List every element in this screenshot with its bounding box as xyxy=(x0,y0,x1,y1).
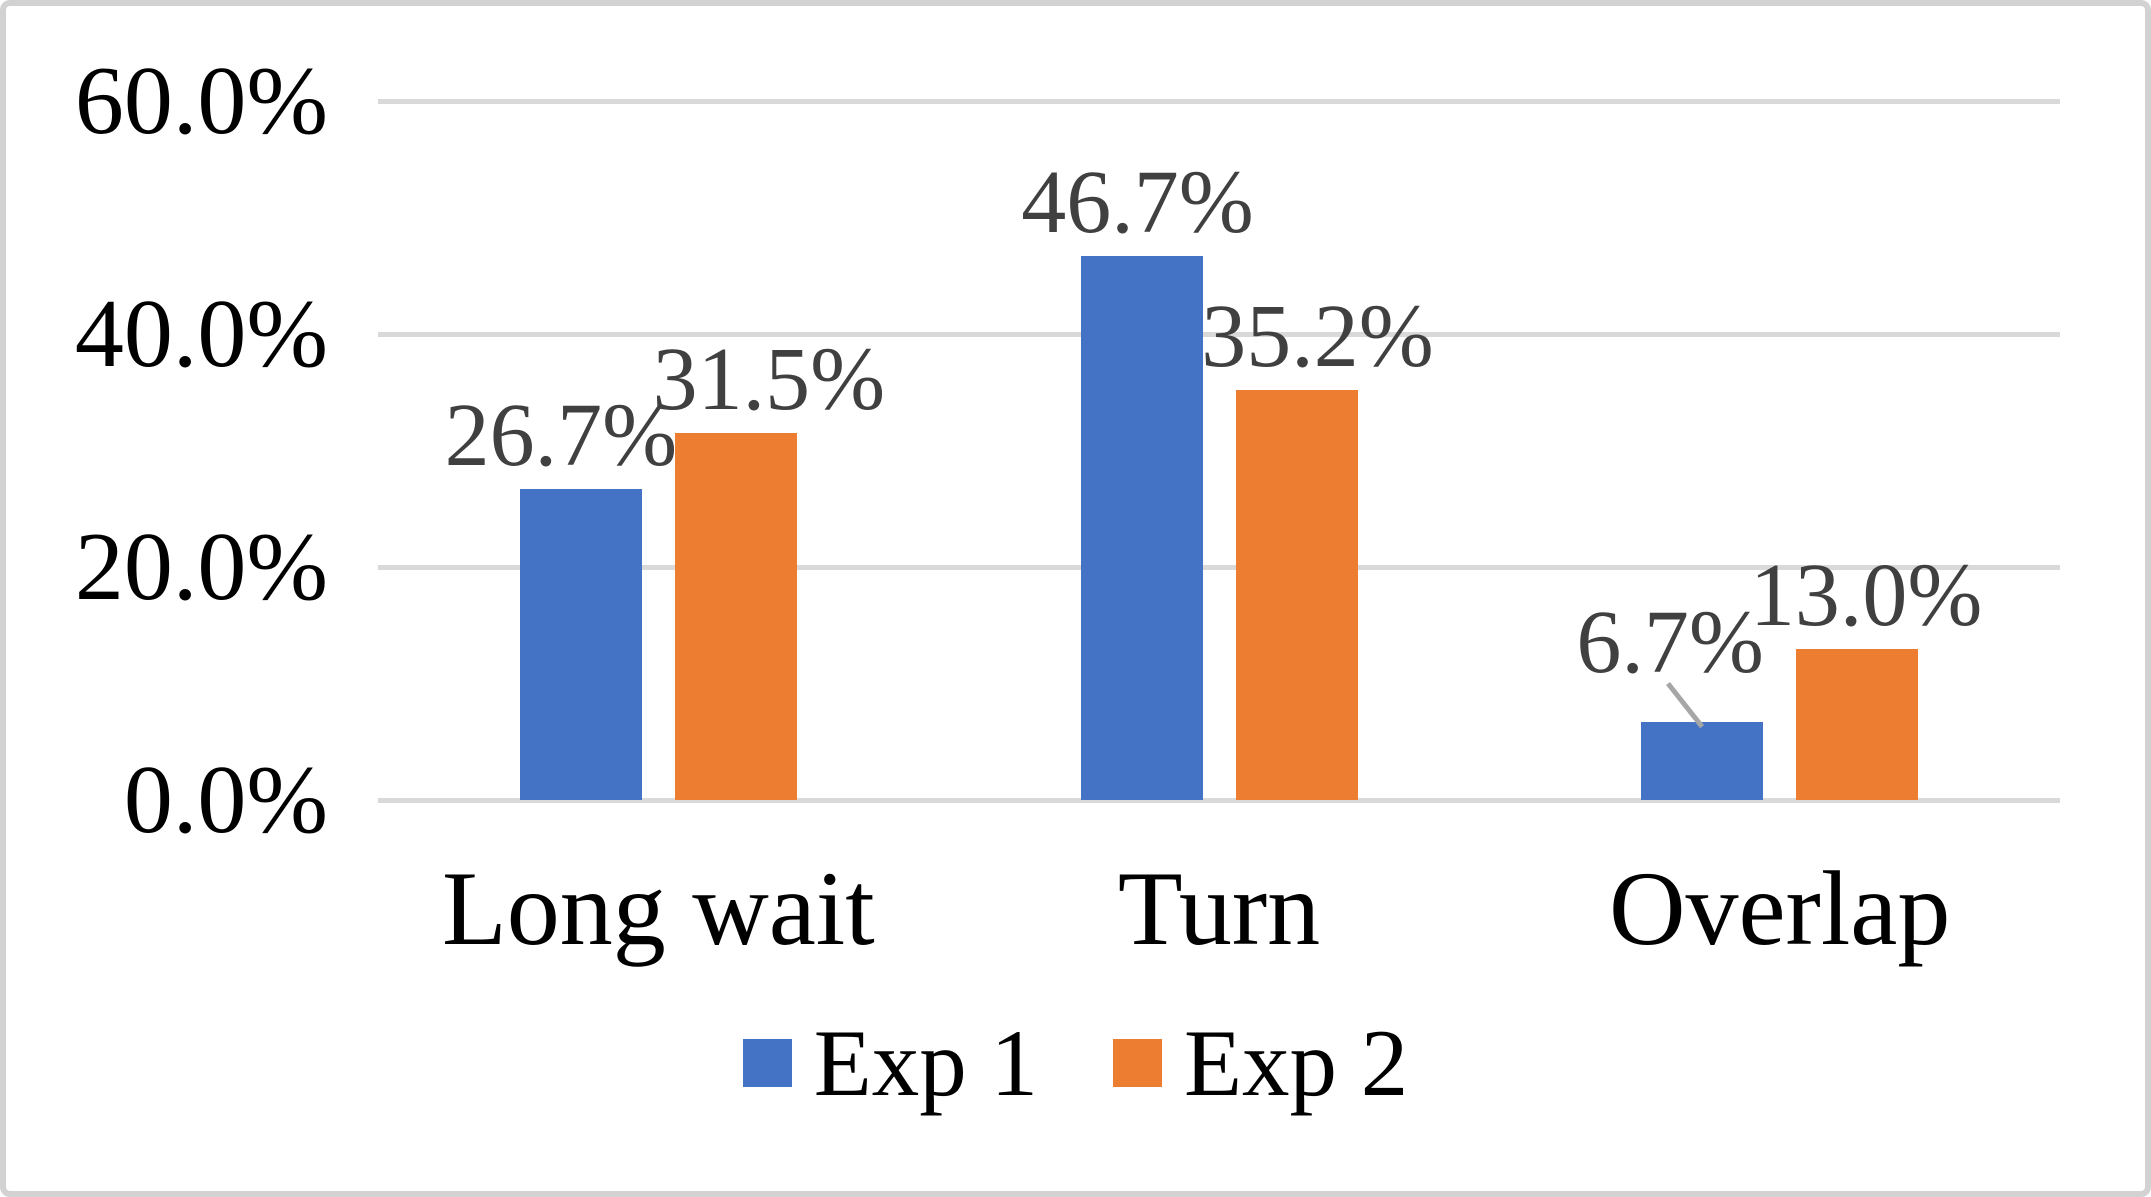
bar-exp-1-turn xyxy=(1080,255,1203,800)
category-label-overlap: Overlap xyxy=(1608,850,1951,967)
legend-swatch-exp-2 xyxy=(1113,1039,1162,1087)
legend-item-exp-1: Exp 1 xyxy=(742,1009,1038,1116)
bar-exp-1-long-wait xyxy=(519,488,642,800)
y-tick-label-0: 0.0% xyxy=(123,746,328,854)
bar-exp-2-overlap xyxy=(1796,648,1919,800)
bar-exp-1-overlap xyxy=(1641,721,1764,800)
category-label-long-wait: Long wait xyxy=(441,850,875,967)
plot-area: 26.7% 31.5% 46.7% 35.2% 6.7% 13.0% xyxy=(378,98,2060,803)
legend-label-exp-1: Exp 1 xyxy=(813,1009,1038,1116)
legend-swatch-exp-1 xyxy=(742,1039,792,1087)
gridline-40 xyxy=(378,331,2060,337)
category-label-turn: Turn xyxy=(1117,850,1321,967)
y-tick-label-60: 60.0% xyxy=(74,47,328,155)
data-label-exp-1-long-wait: 26.7% xyxy=(444,385,678,485)
bar-exp-2-long-wait xyxy=(674,433,797,800)
data-label-exp-2-turn: 35.2% xyxy=(1201,286,1434,386)
data-label-exp-2-overlap: 13.0% xyxy=(1749,545,1983,645)
legend-label-exp-2: Exp 2 xyxy=(1184,1009,1409,1116)
y-tick-label-40: 40.0% xyxy=(74,280,328,388)
legend: Exp 1 Exp 2 xyxy=(6,1008,2145,1118)
gridline-20 xyxy=(378,564,2060,570)
data-label-exp-1-turn: 46.7% xyxy=(1021,152,1254,252)
gridline-0 xyxy=(378,797,2060,803)
bar-exp-2-turn xyxy=(1235,389,1358,800)
data-label-exp-1-overlap: 6.7% xyxy=(1576,592,1764,692)
legend-item-exp-2: Exp 2 xyxy=(1113,1009,1409,1116)
data-label-exp-2-long-wait: 31.5% xyxy=(652,330,886,430)
gridline-60 xyxy=(378,98,2060,104)
y-tick-label-20: 20.0% xyxy=(74,513,328,621)
